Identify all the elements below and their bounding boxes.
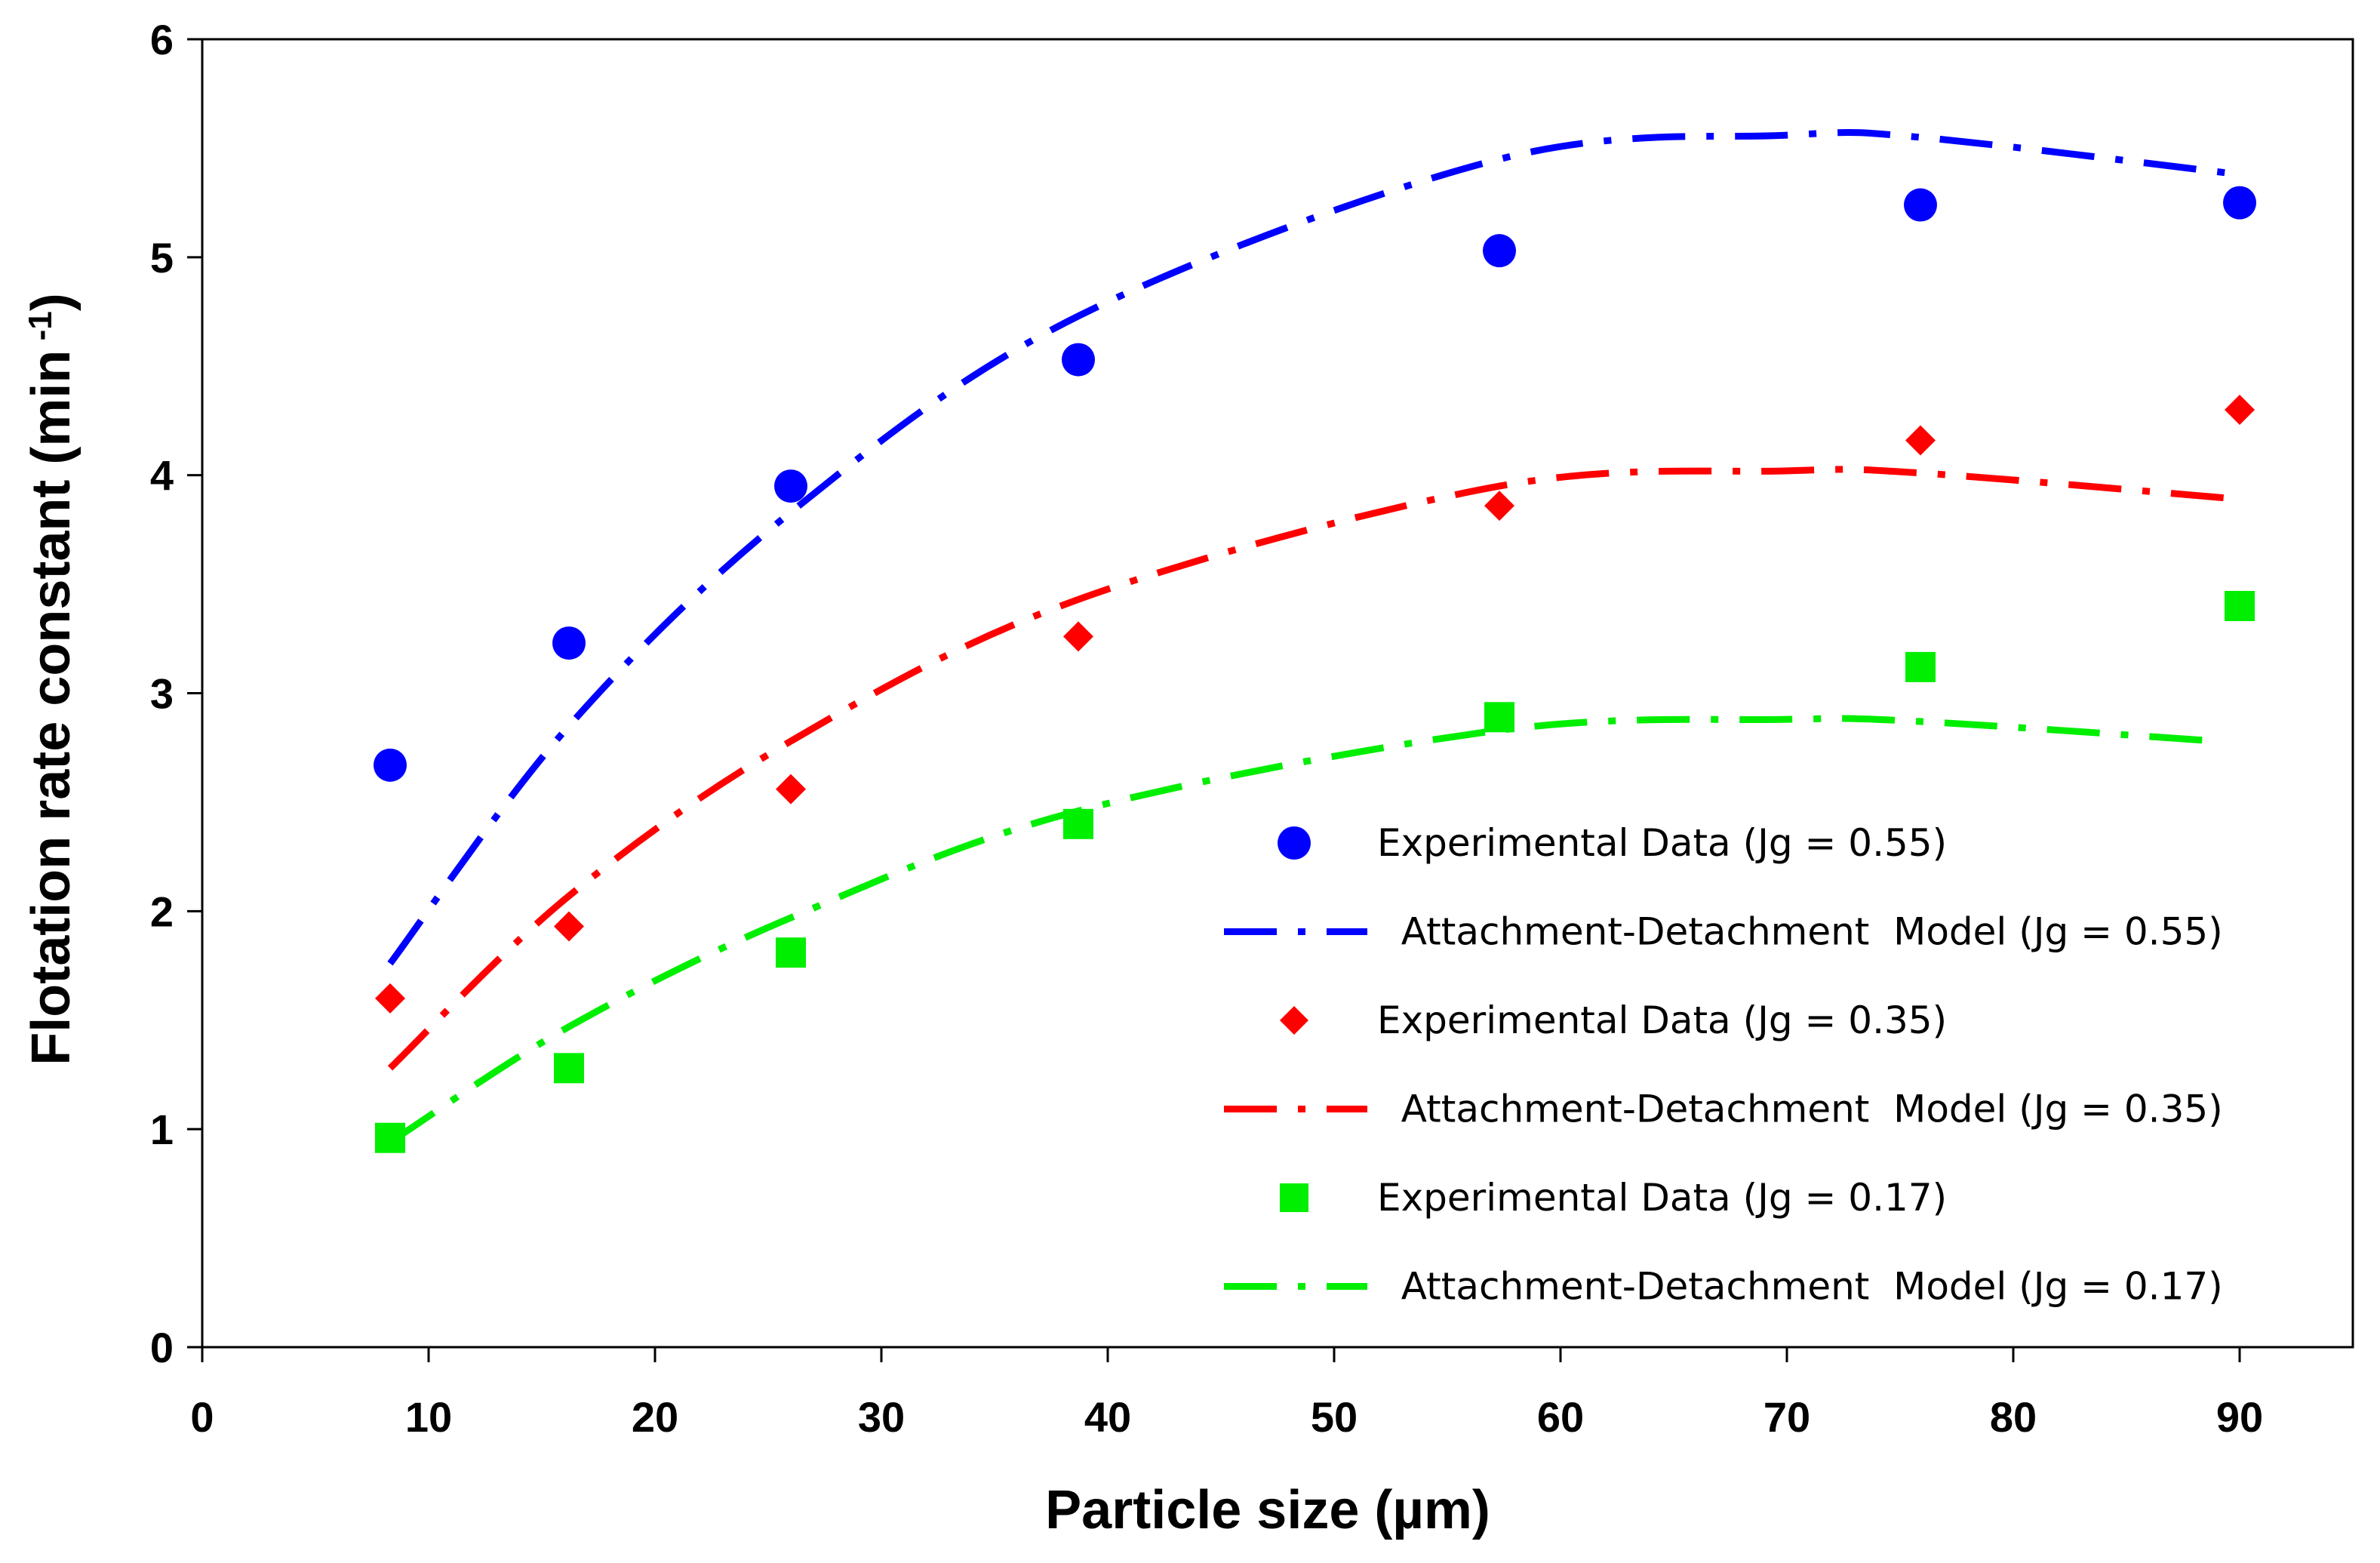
experimental-series-4 — [375, 590, 2255, 1153]
y-tick-label: 6 — [150, 16, 174, 63]
x-tick-label: 60 — [1537, 1393, 1584, 1441]
legend-entry: Experimental Data (Jg = 0.35) — [1280, 998, 1947, 1042]
legend-label: Attachment-Detachment Model (Jg = 0.55) — [1377, 910, 2223, 954]
model-curve — [387, 466, 2240, 1071]
data-point — [554, 1053, 584, 1084]
model-series-5 — [388, 715, 2218, 1146]
data-point — [552, 626, 586, 660]
y-axis-title-main: Flotation rate constant (min — [21, 350, 81, 1066]
legend-symbol — [1280, 1006, 1308, 1035]
data-point — [1905, 425, 1936, 456]
legend-label: Experimental Data (Jg = 0.17) — [1377, 1176, 1947, 1220]
x-tick-label: 30 — [858, 1393, 905, 1441]
data-point — [776, 937, 806, 968]
y-tick-label: 2 — [150, 888, 174, 935]
legend-label: Attachment-Detachment Model (Jg = 0.35) — [1377, 1088, 2223, 1131]
legend-symbol — [1280, 1183, 1308, 1212]
x-tick-label: 90 — [2216, 1393, 2263, 1441]
data-point — [1484, 702, 1514, 733]
y-tick-label: 5 — [150, 234, 174, 282]
legend-entry: Experimental Data (Jg = 0.55) — [1278, 821, 1947, 865]
model-curve — [387, 128, 2240, 966]
y-axis-title-superscript: -1 — [22, 311, 59, 349]
x-tick-label: 40 — [1084, 1393, 1131, 1441]
legend-label: Attachment-Detachment Model (Jg = 0.17) — [1377, 1265, 2223, 1309]
data-point — [774, 469, 807, 503]
y-tick-label: 1 — [150, 1106, 174, 1153]
legend-entry: Attachment-Detachment Model (Jg = 0.17) — [1224, 1265, 2223, 1309]
legend-symbol — [1278, 826, 1311, 860]
x-tick-label: 50 — [1311, 1393, 1358, 1441]
data-point — [2225, 395, 2255, 426]
x-tick-label: 70 — [1763, 1393, 1810, 1441]
plot-area — [201, 38, 2354, 1349]
x-tick-label: 0 — [190, 1393, 214, 1441]
y-axis-title-close: ) — [21, 293, 81, 311]
data-point — [1483, 234, 1516, 268]
y-tick-label: 3 — [150, 670, 174, 718]
data-point — [554, 911, 584, 942]
x-tick-label: 10 — [405, 1393, 452, 1441]
legend-entry: Attachment-Detachment Model (Jg = 0.55) — [1224, 910, 2223, 954]
data-point — [1062, 343, 1095, 377]
data-point — [1905, 651, 1936, 682]
data-point — [1484, 491, 1514, 522]
legend-label: Experimental Data (Jg = 0.55) — [1377, 821, 1947, 865]
experimental-series-2 — [375, 395, 2255, 1014]
x-axis-title: Particle size (µm) — [1045, 1480, 1490, 1540]
data-point — [374, 748, 407, 782]
data-point — [776, 774, 806, 805]
model-curve — [388, 715, 2218, 1146]
y-tick-label: 4 — [150, 452, 174, 500]
model-series-3 — [387, 466, 2240, 1071]
legend-entry: Experimental Data (Jg = 0.17) — [1280, 1176, 1947, 1220]
model-series-1 — [387, 128, 2240, 966]
data-point — [2225, 590, 2255, 621]
data-point — [1904, 188, 1937, 222]
data-point — [1063, 621, 1093, 652]
x-tick-label: 20 — [632, 1393, 678, 1441]
x-tick-label: 80 — [1990, 1393, 2037, 1441]
experimental-series-0 — [374, 186, 2256, 782]
data-point — [2223, 186, 2256, 220]
legend-label: Experimental Data (Jg = 0.35) — [1377, 998, 1947, 1042]
axis-ticks: 0 10 20 30 40 50 60 70 80 90 0 1 2 3 4 5 6 — [150, 16, 2263, 1441]
data-series — [374, 128, 2256, 1153]
legend: Experimental Data (Jg = 0.55) Attachment… — [1224, 821, 2223, 1309]
plot-border — [201, 38, 2354, 1349]
data-point — [375, 1122, 405, 1153]
y-axis-title: Flotation rate constant (min -1) — [21, 293, 81, 1065]
legend-entry: Attachment-Detachment Model (Jg = 0.35) — [1224, 1088, 2223, 1131]
y-tick-label: 0 — [150, 1324, 174, 1371]
data-point — [1063, 808, 1093, 839]
data-point — [375, 983, 405, 1014]
